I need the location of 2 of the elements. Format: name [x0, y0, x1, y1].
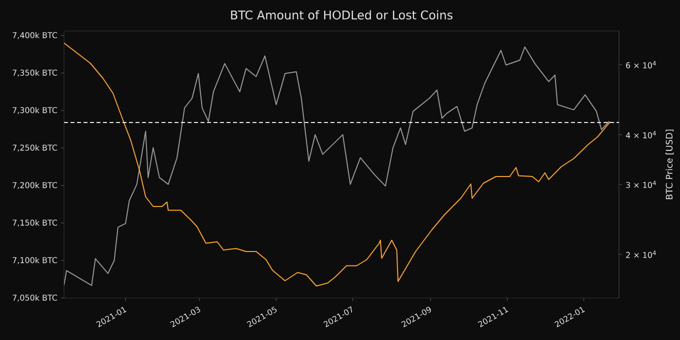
y2-axis-title: BTC Price [USD]: [666, 130, 674, 200]
chart-title: BTC Amount of HODLed or Lost Coins: [231, 10, 452, 20]
